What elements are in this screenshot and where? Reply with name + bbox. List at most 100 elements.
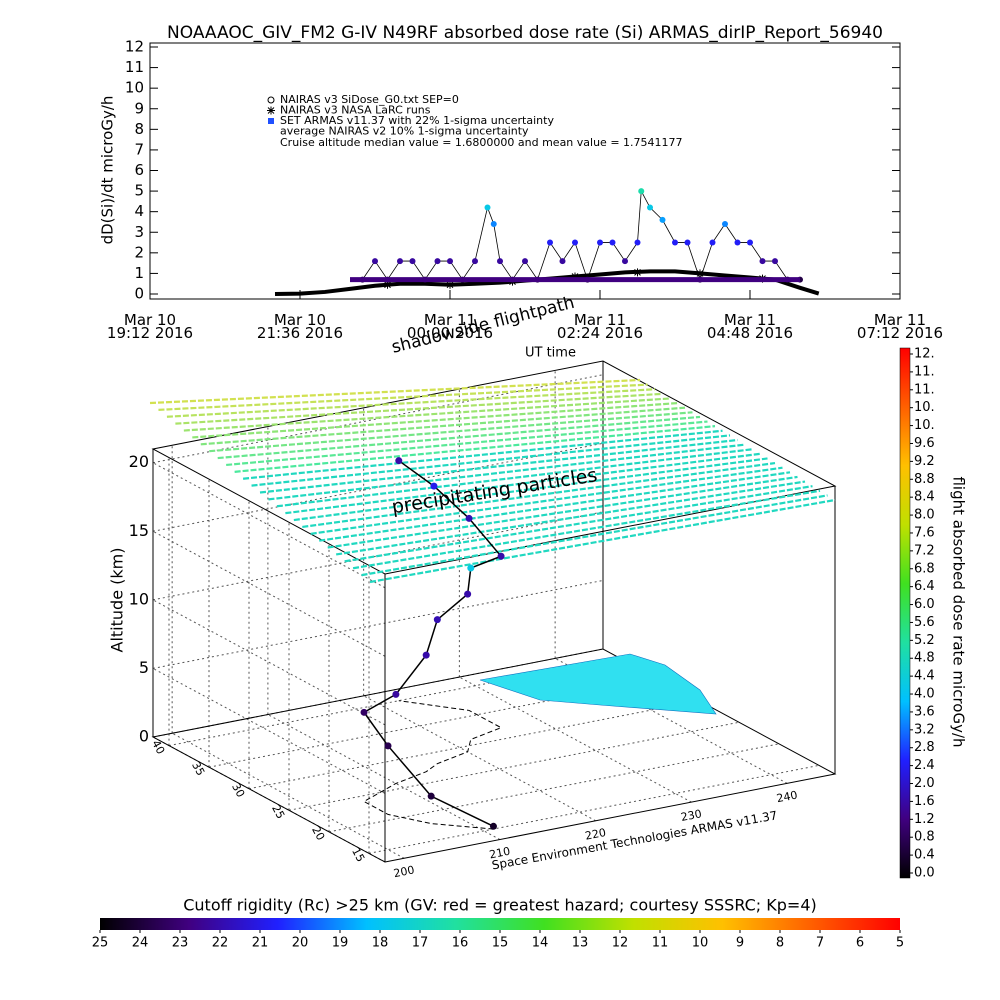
point (772, 258, 778, 265)
point (647, 204, 653, 211)
colorbar-tick-label: 9.2 (914, 454, 935, 469)
colorbar (100, 918, 900, 930)
point (672, 239, 678, 246)
colorbar-tick-label: 21 (252, 936, 269, 951)
annotation: UT time (525, 346, 576, 361)
colorbar-tick-label: 25 (92, 936, 109, 951)
colorbar-tick-label: 0.0 (914, 866, 935, 881)
colorbar-tick-label: 11. (914, 364, 935, 379)
point (522, 258, 528, 265)
point (497, 258, 503, 265)
precip-plane-line (158, 383, 648, 411)
box-edge (151, 360, 837, 575)
grid-line (288, 721, 740, 811)
grid-line (328, 743, 780, 833)
z-axis-title: Altitude (km) (108, 548, 127, 653)
colorbar-tick-label: 1.6 (914, 794, 935, 809)
track-point (430, 482, 438, 490)
grid-line (152, 442, 604, 532)
grid-line (171, 732, 405, 859)
colorbar-tick-label: 2.0 (914, 776, 935, 791)
x-tick-label: Mar 11 04:48 2016 (707, 311, 793, 342)
point (747, 239, 753, 246)
point (559, 258, 566, 265)
precip-plane-line (192, 401, 678, 439)
track-point (422, 651, 430, 659)
point (684, 239, 691, 246)
grid-line (208, 678, 660, 768)
colorbar-tick-label: 19 (332, 936, 349, 951)
point (659, 216, 666, 223)
colorbar-tick-label: 15 (492, 936, 509, 951)
colorbar-tick-label: 10. (914, 400, 935, 415)
colorbar-tick-label: 8.4 (914, 490, 935, 505)
legend-marker (267, 96, 275, 104)
track-point (467, 564, 475, 572)
precip-plane-line (183, 397, 671, 432)
colorbar-tick-label: 18 (372, 936, 389, 951)
colorbar-tick-label: 10 (692, 936, 709, 951)
grid-line (152, 579, 604, 669)
point (409, 258, 416, 265)
colorbar-tick-label: 9.6 (914, 436, 935, 451)
floor-patch (479, 653, 717, 715)
grid-line (368, 764, 820, 854)
colorbar-tick-label: 2.8 (914, 740, 935, 755)
colorbar (899, 347, 911, 879)
grid-line (267, 714, 501, 840)
track-point (464, 590, 472, 598)
track-point (497, 552, 505, 560)
y-tick-label: 20 (309, 824, 327, 842)
grid-line (152, 511, 604, 601)
track-point (395, 457, 403, 465)
grid-line (459, 676, 692, 803)
z-tick-label: 20 (129, 452, 149, 471)
colorbar-tick-label: 2.4 (914, 758, 935, 773)
colorbar-tick-label: 4.4 (914, 669, 935, 684)
y-tick-label: 35 (189, 760, 207, 778)
y-tick-label: 8 (134, 120, 144, 138)
grid-line (248, 700, 700, 790)
colorbar-tick-label: 0.8 (914, 830, 935, 845)
grid-line (152, 599, 386, 726)
precip-plane-line (302, 461, 776, 529)
colorbar-tick-label: 6.4 (914, 579, 935, 594)
point (372, 258, 378, 265)
track-point (427, 792, 435, 800)
precip-plane-line (217, 415, 701, 460)
colorbar-tick-label: 24 (132, 936, 149, 951)
x-tick-label: 230 (680, 807, 703, 824)
colorbar-tick-label: 22 (212, 936, 229, 951)
y-tick-label: 2 (134, 243, 144, 261)
precip-plane-line (234, 425, 716, 473)
point (447, 258, 453, 265)
x-tick-label: 240 (775, 788, 798, 805)
track-point (360, 708, 368, 716)
colorbar-tick-label: 7.6 (914, 525, 935, 540)
track-point (433, 616, 441, 624)
y-tick-label: 6 (134, 161, 144, 179)
point (609, 239, 616, 246)
y-tick-label: 25 (269, 803, 287, 821)
colorbar-title: flight absorbed dose rate microGy/h (950, 476, 968, 747)
colorbar-tick-label: 8.0 (914, 508, 935, 523)
z-tick-label: 15 (129, 521, 149, 540)
legend-label: average NAIRAS v2 10% 1-sigma uncertaint… (280, 125, 529, 138)
colorbar-tick-label: 5 (896, 936, 904, 951)
y-tick-label: 4 (134, 202, 144, 220)
grid-line (152, 530, 386, 657)
y-tick-label: 3 (134, 223, 144, 241)
x-tick-label: Mar 10 19:12 2016 (107, 311, 193, 342)
point (638, 188, 645, 195)
colorbar-tick-label: 0.4 (914, 848, 935, 863)
colorbar-tick-label: 7.2 (914, 543, 935, 558)
colorbar-tick-label: 11. (914, 382, 935, 397)
z-tick-label: 5 (139, 658, 149, 677)
track-point (392, 690, 400, 698)
y-tick-label: 7 (134, 140, 144, 158)
y-tick-label: 30 (229, 781, 247, 799)
y-tick-label: 0 (134, 285, 144, 303)
x-tick-label: 210 (488, 845, 511, 862)
y-tick-label: 10 (125, 79, 144, 97)
colorbar-tick-label: 11 (652, 936, 669, 951)
